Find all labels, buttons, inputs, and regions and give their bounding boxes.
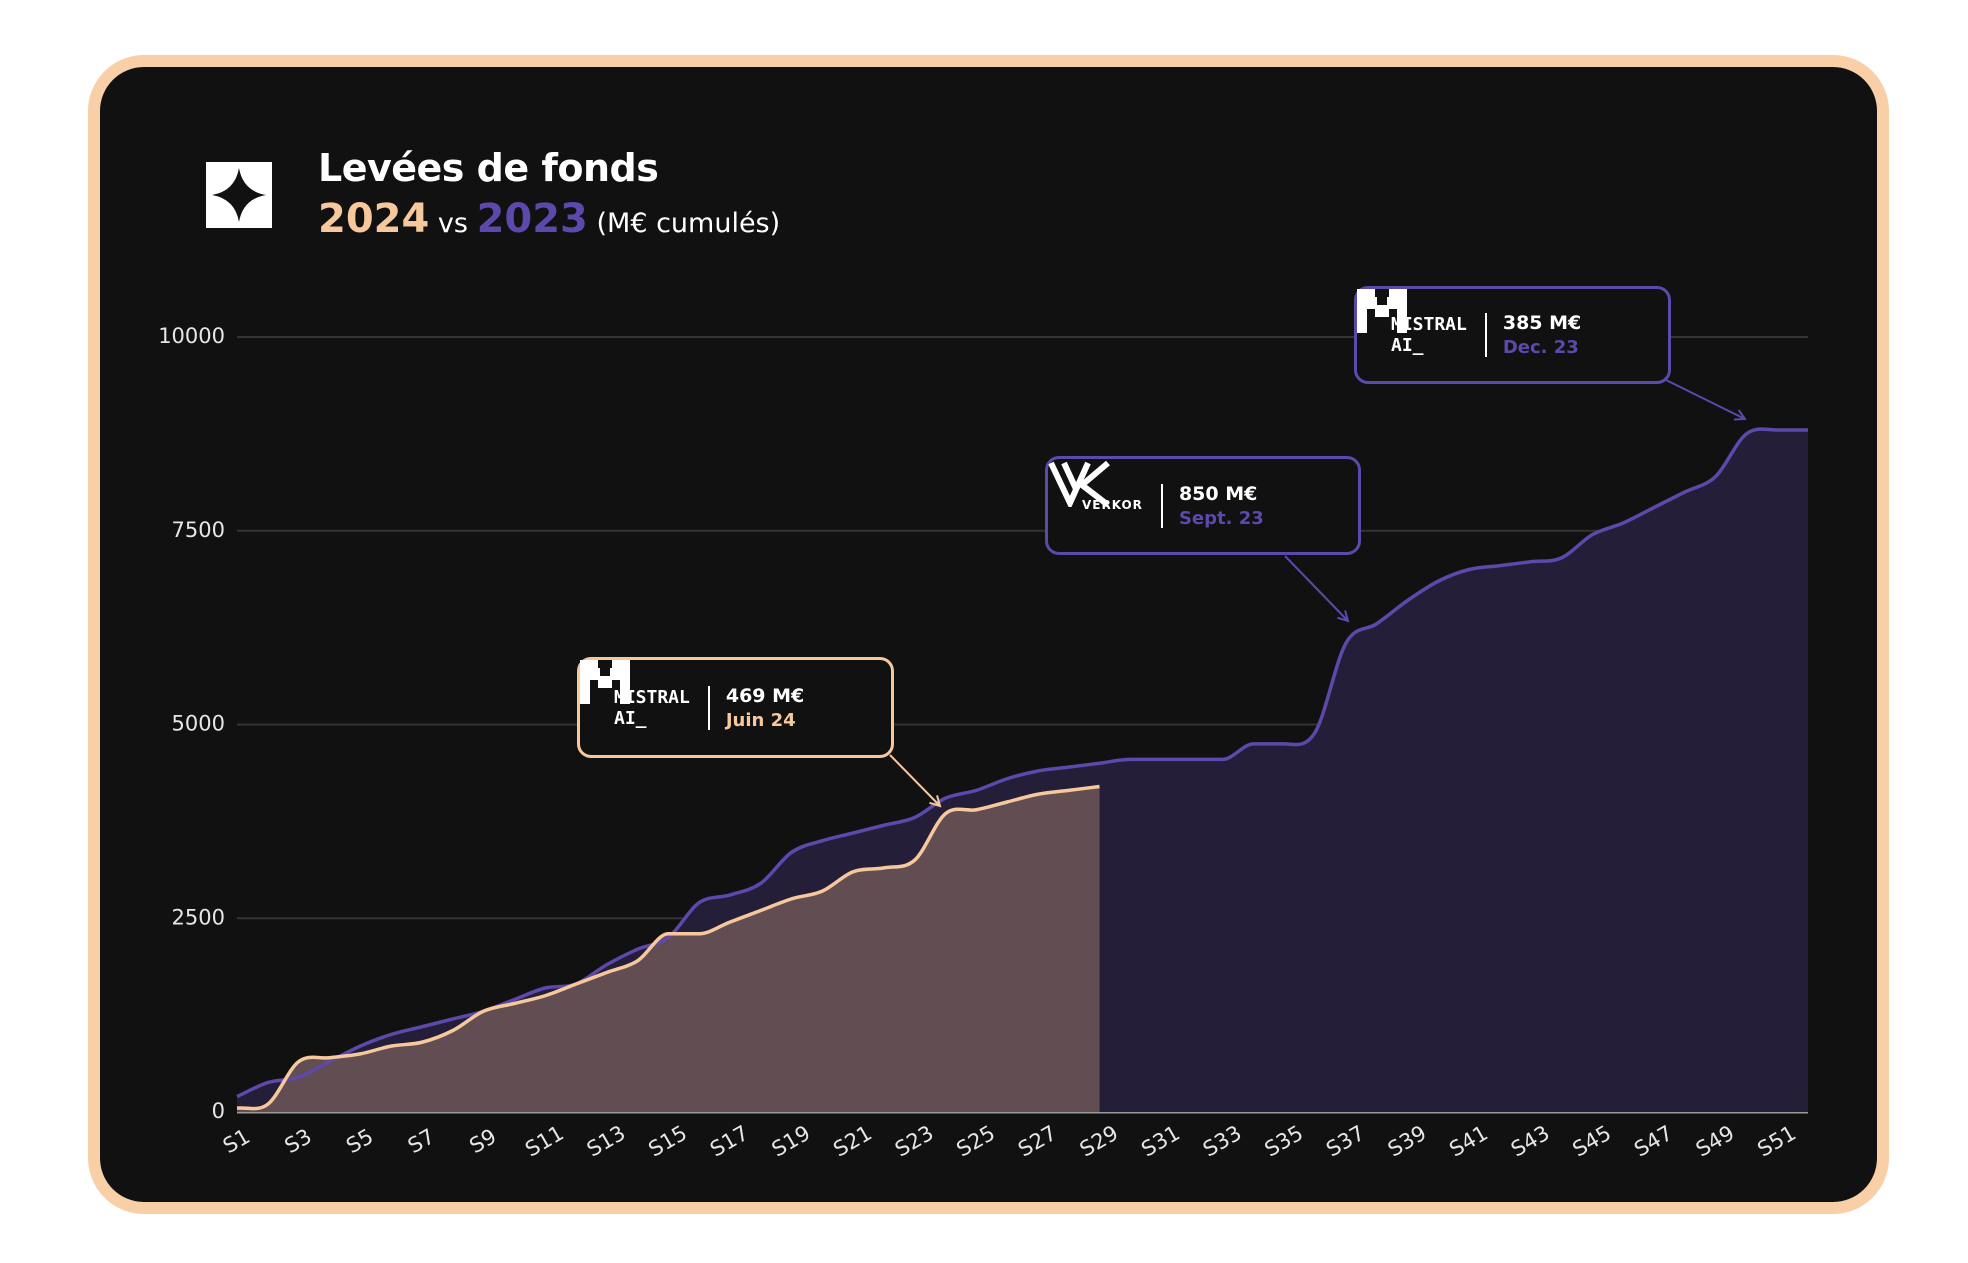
amount: 850 M€ xyxy=(1178,482,1258,505)
amount: 385 M€ xyxy=(1502,312,1582,334)
arrow-head xyxy=(929,795,942,808)
logo-label: MISTRAL AI_ xyxy=(1391,314,1467,356)
x-tick-label: S15 xyxy=(644,1121,691,1162)
y-tick-label: 0 xyxy=(212,1099,225,1123)
callout-text: 385 M€ Dec. 23 xyxy=(1503,311,1581,359)
mistral-logo xyxy=(580,660,630,704)
x-tick-label: S17 xyxy=(706,1121,753,1162)
x-tick-label: S33 xyxy=(1199,1121,1246,1162)
arrow xyxy=(889,754,941,807)
x-tick-label: S23 xyxy=(891,1121,938,1162)
arrows xyxy=(889,379,1747,808)
x-tick-label: S19 xyxy=(768,1121,815,1162)
logo-text: MISTRAL xyxy=(1391,314,1467,335)
date: Juin 24 xyxy=(725,709,796,731)
date: Sept. 23 xyxy=(1178,507,1264,529)
arrow xyxy=(1665,379,1746,420)
y-tick-label: 10000 xyxy=(158,324,225,348)
x-tick-label: S47 xyxy=(1630,1121,1677,1162)
unit-note: (M€ cumulés) xyxy=(596,208,781,239)
x-tick-label: S1 xyxy=(219,1124,254,1158)
x-tick-label: S5 xyxy=(342,1124,377,1158)
subtitle-connector: vs xyxy=(437,208,468,239)
x-tick-label: S21 xyxy=(829,1121,876,1162)
x-tick-label: S31 xyxy=(1137,1121,1184,1162)
x-tick-label: S29 xyxy=(1076,1121,1123,1162)
x-tick-label: S35 xyxy=(1260,1121,1307,1162)
area xyxy=(237,429,1808,1112)
logo-text: VERKOR xyxy=(1082,498,1143,512)
x-tick-label: S13 xyxy=(583,1121,630,1162)
logo-text: AI_ xyxy=(1391,335,1424,356)
logo-text: MISTRAL xyxy=(614,686,690,708)
logo-text: AI_ xyxy=(614,707,647,729)
x-tick-label: S43 xyxy=(1507,1121,1554,1162)
x-tick-label: S37 xyxy=(1322,1121,1369,1162)
callout-text: 469 M€ Juin 24 xyxy=(726,684,804,732)
arrow xyxy=(1284,555,1349,622)
x-tick-label: S3 xyxy=(281,1124,316,1158)
mistral-logo xyxy=(1357,289,1407,333)
y-tick-label: 7500 xyxy=(172,518,225,542)
legend-2024: 2024 xyxy=(318,196,430,242)
subtitle: 2024 vs 2023 (M€ cumulés) xyxy=(318,196,780,242)
separator xyxy=(1160,483,1163,528)
x-tick-label: S7 xyxy=(404,1124,439,1158)
verkor-logo xyxy=(1048,460,1110,507)
date: Dec. 23 xyxy=(1502,337,1579,358)
y-tick-label: 5000 xyxy=(172,712,225,736)
callout: MISTRAL AI_ 385 M€ Dec. 23 xyxy=(1354,286,1671,384)
separator xyxy=(707,685,710,730)
callout: VERKOR 850 M€ Sept. 23 xyxy=(1045,456,1361,555)
y-tick-label: 2500 xyxy=(172,905,225,929)
separator xyxy=(1484,313,1487,357)
amount: 469 M€ xyxy=(725,684,805,707)
x-tick-label: S9 xyxy=(465,1124,500,1158)
x-tick-label: S27 xyxy=(1014,1121,1061,1162)
logo-star xyxy=(212,168,266,222)
callout-text: 850 M€ Sept. 23 xyxy=(1179,482,1264,530)
arrow-head xyxy=(1337,610,1350,623)
x-tick-label: S41 xyxy=(1445,1121,1492,1162)
line xyxy=(236,784,1100,1111)
logo-label: VERKOR xyxy=(1082,495,1143,516)
x-tick-label: S45 xyxy=(1569,1121,1616,1162)
x-tick-label: S25 xyxy=(952,1121,999,1162)
x-tick-label: S49 xyxy=(1692,1121,1739,1162)
x-tick-label: S39 xyxy=(1384,1121,1431,1162)
logo-label: MISTRAL AI_ xyxy=(614,687,690,729)
arrow-head xyxy=(1733,409,1747,421)
x-tick-label: S11 xyxy=(521,1121,568,1162)
callout: MISTRAL AI_ 469 M€ Juin 24 xyxy=(577,657,894,758)
x-tick-label: S51 xyxy=(1753,1121,1800,1162)
area xyxy=(237,786,1100,1112)
legend-2023: 2023 xyxy=(476,196,588,242)
chart-title: Levées de fonds xyxy=(318,146,659,190)
